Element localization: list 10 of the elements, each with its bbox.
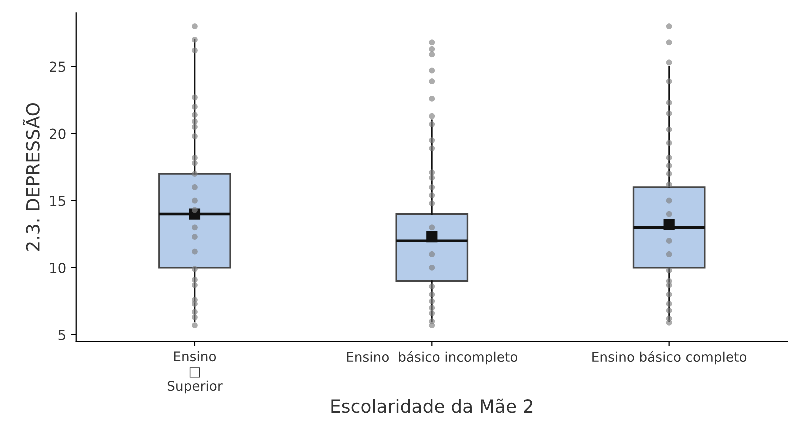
y-tick-label: 10 (50, 262, 66, 274)
x-tick-label: Ensino básico incompleto (347, 351, 518, 365)
y-tick-label: 5 (58, 330, 66, 340)
y-axis-title: 2.3. DEPRESSÃO (23, 103, 40, 251)
y-tick-label: 15 (50, 196, 66, 206)
x-tick-label: Ensino básico completo (592, 351, 747, 365)
y-tick-label: 20 (50, 128, 66, 140)
y-tick-label: 25 (50, 62, 66, 72)
x-tick-label: Ensino □ Superior (168, 351, 223, 394)
x-axis-title: Escolaridade da Mãe 2 (332, 398, 533, 414)
